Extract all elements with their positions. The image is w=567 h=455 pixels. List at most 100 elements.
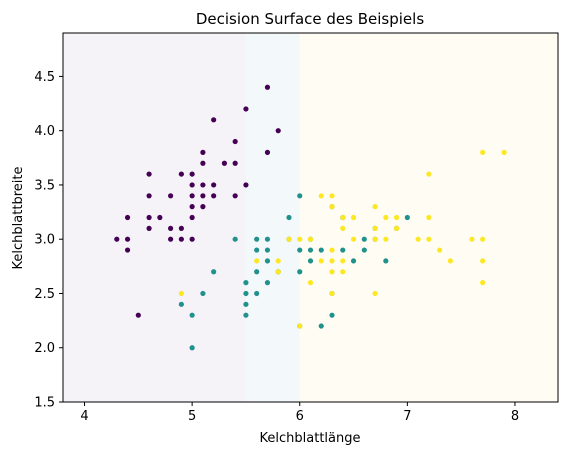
data-point-class-2 [211, 269, 217, 275]
data-point-class-3 [372, 225, 378, 231]
x-tick-label: 4 [80, 409, 88, 424]
data-point-class-1 [243, 106, 249, 112]
data-point-class-3 [480, 149, 486, 155]
data-point-class-2 [307, 247, 314, 253]
data-point-class-1 [211, 193, 217, 199]
data-point-class-1 [146, 225, 152, 231]
y-tick-label: 2.0 [34, 341, 55, 356]
data-point-class-1 [232, 138, 238, 145]
data-point-class-1 [264, 84, 271, 90]
data-point-class-3 [480, 258, 486, 264]
data-point-class-3 [254, 258, 260, 264]
data-point-class-2 [297, 247, 303, 253]
y-axis-ticks: 1.5 2.0 2.5 3.0 3.5 4.0 4.5 [34, 70, 63, 411]
data-point-class-1 [200, 204, 206, 210]
data-point-class-1 [200, 160, 206, 166]
data-point-class-1 [124, 247, 131, 253]
data-point-class-2 [189, 312, 195, 318]
data-point-class-1 [178, 236, 184, 242]
data-point-class-3 [480, 236, 486, 242]
data-point-class-2 [264, 247, 271, 253]
y-axis-label: Kelchblattbreite [11, 167, 26, 270]
data-point-class-1 [168, 236, 174, 242]
data-point-class-3 [350, 236, 357, 242]
data-point-class-1 [211, 182, 217, 188]
x-axis-ticks: 4 5 6 7 8 [80, 402, 519, 424]
y-tick-label: 3.0 [34, 233, 55, 248]
y-tick-label: 4.0 [34, 124, 55, 139]
data-point-class-2 [243, 301, 249, 307]
data-point-class-3 [329, 204, 335, 210]
data-point-class-3 [480, 280, 486, 286]
data-point-class-1 [232, 193, 238, 199]
data-point-class-3 [501, 149, 507, 155]
plot-frame [62, 32, 559, 403]
data-point-class-2 [383, 258, 389, 264]
data-point-class-3 [350, 214, 357, 221]
data-point-class-1 [168, 193, 174, 199]
data-point-class-3 [447, 258, 453, 264]
data-point-class-3 [286, 236, 292, 242]
data-point-class-2 [297, 269, 303, 275]
data-point-class-3 [178, 290, 184, 297]
data-point-class-2 [361, 236, 367, 242]
decision-regions [63, 33, 558, 402]
data-point-class-3 [340, 214, 346, 221]
data-point-class-2 [254, 236, 260, 242]
data-point-class-2 [286, 214, 292, 221]
decision-region-1 [63, 33, 246, 402]
data-point-class-1 [200, 182, 206, 188]
data-point-class-1 [146, 193, 152, 199]
data-point-class-2 [404, 214, 410, 221]
x-axis-label: Kelchblattlänge [260, 431, 361, 446]
data-point-class-2 [243, 280, 249, 286]
y-tick-label: 2.5 [34, 287, 55, 302]
data-point-class-1 [135, 312, 141, 318]
data-point-class-3 [329, 247, 335, 253]
y-tick-label: 3.5 [34, 178, 55, 193]
data-point-class-1 [189, 236, 195, 242]
data-point-class-3 [275, 258, 281, 264]
data-point-class-2 [361, 247, 367, 253]
data-point-class-3 [318, 193, 324, 199]
data-point-class-3 [426, 214, 432, 221]
data-point-class-1 [189, 204, 195, 210]
data-point-class-3 [340, 225, 346, 231]
decision-region-2 [245, 33, 300, 402]
data-point-class-1 [221, 160, 228, 166]
data-point-class-2 [318, 247, 324, 253]
data-point-class-3 [297, 236, 303, 242]
data-point-class-1 [146, 171, 152, 177]
data-point-class-2 [243, 312, 249, 318]
chart-title: Decision Surface des Beispiels [196, 10, 424, 28]
data-point-class-2 [307, 258, 314, 264]
data-point-class-2 [200, 290, 206, 297]
data-point-class-2 [178, 301, 184, 307]
data-point-class-3 [426, 171, 432, 177]
data-point-class-3 [340, 269, 346, 275]
data-point-class-1 [189, 214, 195, 221]
data-point-class-3 [297, 323, 303, 329]
data-point-class-3 [307, 280, 314, 286]
data-point-class-3 [372, 290, 378, 297]
data-point-class-1 [157, 214, 163, 221]
data-point-class-3 [437, 247, 443, 253]
data-point-class-2 [189, 345, 195, 351]
x-tick-label: 7 [403, 409, 411, 424]
data-point-class-3 [372, 204, 378, 210]
data-point-class-1 [211, 117, 217, 123]
data-point-class-3 [372, 236, 378, 242]
data-point-class-3 [329, 258, 335, 264]
data-point-class-3 [275, 269, 281, 275]
data-point-class-2 [297, 193, 303, 199]
data-point-class-3 [329, 269, 335, 275]
data-point-class-1 [189, 171, 195, 177]
data-point-class-1 [178, 225, 184, 231]
x-tick-label: 8 [511, 409, 519, 424]
data-point-class-1 [189, 182, 195, 188]
data-point-class-2 [254, 290, 260, 297]
data-point-class-3 [383, 214, 389, 221]
data-point-class-1 [178, 171, 184, 177]
data-point-class-2 [264, 258, 271, 264]
